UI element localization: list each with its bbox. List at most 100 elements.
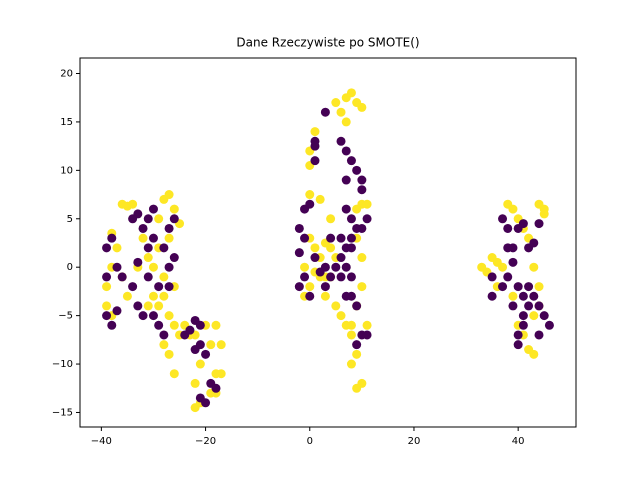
- point: [544, 320, 554, 330]
- point: [518, 219, 528, 229]
- point: [159, 272, 169, 282]
- point: [487, 272, 497, 282]
- point: [539, 311, 549, 321]
- point: [154, 282, 164, 292]
- x-tick-label: 0: [307, 436, 313, 447]
- point: [498, 214, 508, 224]
- point: [112, 243, 122, 253]
- point: [336, 272, 346, 282]
- point: [102, 272, 112, 282]
- point: [508, 204, 518, 214]
- point: [534, 282, 544, 292]
- point: [164, 223, 174, 233]
- chart-title: Dane Rzeczywiste po SMOTE(): [236, 36, 419, 50]
- point: [305, 291, 315, 301]
- point: [117, 272, 127, 282]
- point: [346, 330, 356, 340]
- point: [503, 272, 513, 282]
- point: [508, 291, 518, 301]
- point: [357, 102, 367, 112]
- point: [190, 403, 200, 413]
- point: [164, 282, 174, 292]
- point: [102, 311, 112, 321]
- point: [362, 214, 372, 224]
- point: [112, 262, 122, 272]
- x-tick-label: 20: [408, 436, 421, 447]
- point: [216, 340, 226, 350]
- point: [341, 146, 351, 156]
- point: [529, 238, 539, 248]
- point: [341, 175, 351, 185]
- point: [159, 243, 169, 253]
- point: [352, 301, 362, 311]
- point: [148, 311, 158, 321]
- point: [195, 359, 205, 369]
- point: [508, 257, 518, 267]
- point: [148, 204, 158, 214]
- point: [341, 262, 351, 272]
- point: [357, 253, 367, 263]
- point: [159, 291, 169, 301]
- point: [331, 301, 341, 311]
- point: [310, 253, 320, 263]
- point: [362, 199, 372, 209]
- point: [190, 378, 200, 388]
- point: [534, 330, 544, 340]
- point: [148, 233, 158, 243]
- point: [310, 156, 320, 166]
- y-tick-label: −10: [52, 359, 73, 370]
- point: [164, 262, 174, 272]
- point: [534, 301, 544, 311]
- point: [518, 311, 528, 321]
- point: [122, 291, 132, 301]
- point: [143, 301, 153, 311]
- point: [326, 214, 336, 224]
- point: [195, 320, 205, 330]
- point: [341, 291, 351, 301]
- point: [357, 282, 367, 292]
- point: [346, 214, 356, 224]
- point: [524, 301, 534, 311]
- point: [164, 233, 174, 243]
- point: [102, 243, 112, 253]
- point: [128, 282, 138, 292]
- point: [169, 214, 179, 224]
- point: [498, 262, 508, 272]
- point: [107, 233, 117, 243]
- point: [336, 136, 346, 146]
- point: [133, 209, 143, 219]
- point: [102, 282, 112, 292]
- point: [487, 291, 497, 301]
- x-tick-label: −40: [91, 436, 112, 447]
- point: [336, 233, 346, 243]
- point: [190, 345, 200, 355]
- point: [503, 223, 513, 233]
- point: [310, 127, 320, 137]
- y-tick-label: 20: [60, 68, 73, 79]
- point: [143, 214, 153, 224]
- point: [148, 291, 158, 301]
- point: [357, 185, 367, 195]
- point: [529, 291, 539, 301]
- point: [164, 190, 174, 200]
- point: [305, 190, 315, 200]
- point: [216, 369, 226, 379]
- point: [169, 320, 179, 330]
- point: [294, 282, 304, 292]
- point: [341, 204, 351, 214]
- point: [154, 301, 164, 311]
- x-tick-label: 40: [512, 436, 525, 447]
- point: [336, 107, 346, 117]
- point: [539, 204, 549, 214]
- y-tick-label: −5: [58, 311, 73, 322]
- point: [133, 301, 143, 311]
- point: [305, 199, 315, 209]
- point: [133, 257, 143, 267]
- point: [529, 349, 539, 359]
- point: [300, 272, 310, 282]
- point: [352, 349, 362, 359]
- point: [326, 243, 336, 253]
- point: [159, 340, 169, 350]
